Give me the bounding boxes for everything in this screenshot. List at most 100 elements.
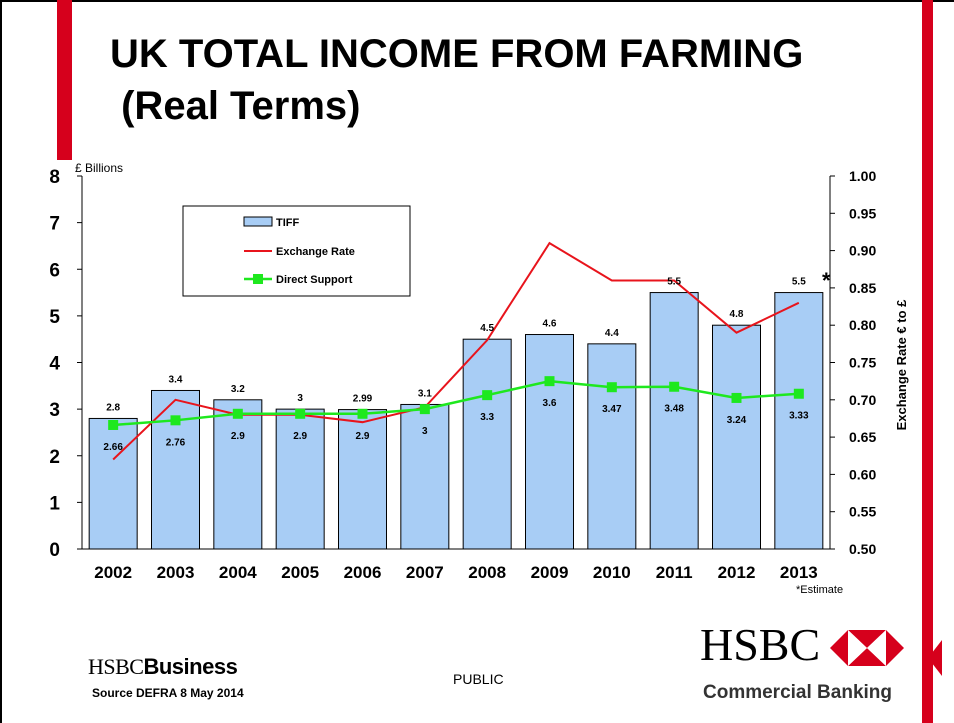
right-tick-label: 0.75 <box>849 355 876 371</box>
x-tick-label: 2008 <box>468 563 506 582</box>
tiff-value-label: 4.8 <box>730 309 744 320</box>
left-tick-label: 1 <box>49 493 60 514</box>
legend-direct-support-marker <box>253 274 263 284</box>
x-tick-label: 2004 <box>219 563 257 582</box>
tiff-value-label: 2.8 <box>106 402 120 413</box>
direct-support-marker <box>108 419 119 430</box>
x-tick-label: 2003 <box>157 563 195 582</box>
x-tick-label: 2012 <box>718 563 756 582</box>
direct-support-value-label: 3.33 <box>789 411 809 422</box>
right-tick-label: 0.80 <box>849 317 876 333</box>
direct-support-value-label: 3.48 <box>664 404 684 415</box>
direct-support-marker <box>669 381 680 392</box>
direct-support-value-label: 2.9 <box>293 431 307 442</box>
slide-title: UK TOTAL INCOME FROM FARMING (Real Terms… <box>110 32 804 128</box>
left-axis: 0 1 2 3 4 5 6 7 8 <box>49 167 83 561</box>
tiff-bars <box>88 292 824 550</box>
direct-support-marker <box>544 376 555 387</box>
tiff-bar <box>712 324 761 550</box>
estimate-asterisk: * <box>822 268 831 293</box>
tiff-bar <box>587 343 637 550</box>
right-tick-label: 0.90 <box>849 243 876 259</box>
hsbc-business-logo: HSBCBusiness <box>88 654 238 680</box>
right-tick-label: 0.70 <box>849 392 876 408</box>
left-tick-label: 4 <box>49 354 60 375</box>
slide-frame-left <box>0 0 2 723</box>
left-tick-label: 0 <box>49 540 60 561</box>
direct-support-value-label: 2.76 <box>166 437 186 448</box>
slide-frame-top <box>0 0 954 2</box>
direct-support-value-label: 3.6 <box>543 398 557 409</box>
tiff-value-label: 3 <box>297 393 303 404</box>
tiff-value-label: 3.1 <box>418 388 432 399</box>
x-tick-label: 2005 <box>281 563 319 582</box>
hsbc-hexagon-icon <box>830 630 904 666</box>
left-tick-label: 2 <box>49 447 60 468</box>
tiff-bar <box>213 399 263 550</box>
tiff-value-label: 5.5 <box>667 277 681 288</box>
left-tick-label: 3 <box>49 400 60 421</box>
exchange-rate-line <box>112 241 800 461</box>
right-axis-title: Exchange Rate € to £ <box>894 299 909 431</box>
left-tick-label: 6 <box>49 260 60 281</box>
direct-support-value-label: 3.3 <box>480 412 494 423</box>
hsbc-business-logo-b: Business <box>143 654 238 679</box>
left-tick-label: 5 <box>49 307 60 328</box>
left-tick-label: 7 <box>49 214 60 235</box>
legend-box <box>182 205 411 297</box>
direct-support-value-label: 3 <box>422 426 428 437</box>
tiff-bar <box>151 389 200 550</box>
right-tick-label: 0.65 <box>849 429 876 445</box>
public-label: PUBLIC <box>453 671 504 687</box>
right-tick-label: 0.50 <box>849 541 876 557</box>
tiff-bar <box>774 292 824 550</box>
right-tick-label: 0.55 <box>849 504 876 520</box>
direct-support-marker <box>170 415 181 426</box>
y-axis-unit-label: £ Billions <box>75 161 123 175</box>
tiff-value-label: 3.4 <box>169 374 183 385</box>
estimate-footnote: *Estimate <box>796 584 844 596</box>
direct-support-value-label: 3.24 <box>727 415 747 426</box>
legend: TIFF Exchange Rate Direct Support <box>182 205 411 297</box>
tiff-value-label: 5.5 <box>792 277 806 288</box>
legend-tiff-swatch <box>243 216 273 227</box>
right-tick-label: 0.95 <box>849 205 876 221</box>
data-labels: 2.8 3.4 3.2 3 2.99 3.1 4.5 4.6 4.4 5.5 4.8 5.5 2.66 2… <box>103 277 809 453</box>
right-axis: 0.50 0.55 0.60 0.65 0.70 0.75 0.80 0.85 0.90 0.95… <box>829 168 876 557</box>
source-note: Source DEFRA 8 May 2014 <box>92 686 244 700</box>
x-tick-label: 2009 <box>531 563 569 582</box>
hsbc-business-logo-a: HSBC <box>88 654 144 679</box>
direct-support-value-label: 2.9 <box>231 431 245 442</box>
right-tick-label: 1.00 <box>849 168 876 184</box>
direct-support-marker <box>295 408 306 419</box>
tiff-value-label: 2.99 <box>353 394 373 405</box>
right-tick-label: 0.60 <box>849 466 876 482</box>
x-tick-label: 2007 <box>406 563 444 582</box>
tiff-bar <box>649 292 699 550</box>
tiff-value-label: 4.4 <box>605 328 619 339</box>
series-lines <box>108 241 804 461</box>
x-tick-label: 2013 <box>780 563 818 582</box>
hsbc-wordmark: HSBC <box>700 619 821 670</box>
red-accent-bar-right <box>922 0 933 723</box>
direct-support-marker <box>793 388 804 399</box>
x-tick-label: 2002 <box>94 563 132 582</box>
x-axis: 2002 2003 2004 2005 2006 2007 2008 2009 2010 2011… <box>82 548 830 582</box>
direct-support-marker <box>731 392 742 403</box>
x-tick-label: 2010 <box>593 563 631 582</box>
x-tick-label: 2006 <box>344 563 382 582</box>
tiff-value-label: 4.6 <box>543 319 557 330</box>
tiff-value-label: 3.2 <box>231 384 245 395</box>
hsbc-commercial-logo: HSBC Commercial Banking <box>700 622 910 712</box>
red-accent-notch <box>928 640 942 676</box>
x-tick-label: 2011 <box>656 563 693 582</box>
legend-tiff-label: TIFF <box>276 217 299 229</box>
tiff-bar <box>525 334 574 550</box>
direct-support-marker <box>357 408 368 419</box>
left-tick-label: 8 <box>49 167 60 188</box>
direct-support-line <box>113 379 799 427</box>
direct-support-marker <box>606 382 617 393</box>
tiff-value-label: 4.5 <box>480 323 494 334</box>
tiff-bar <box>88 417 138 550</box>
